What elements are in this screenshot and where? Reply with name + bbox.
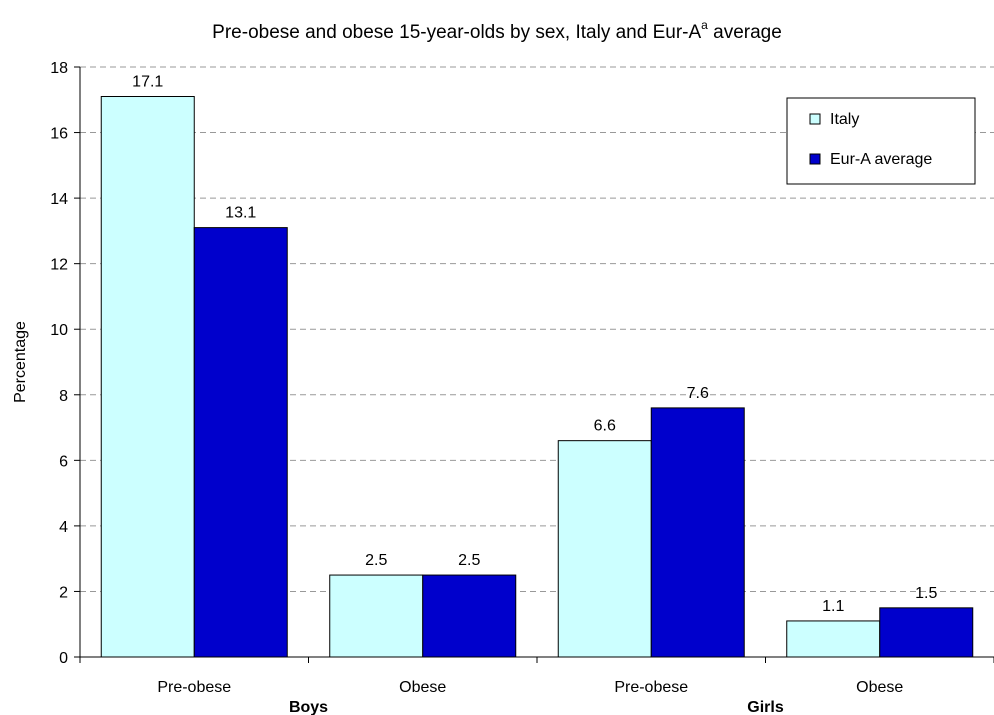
bar-eur-a-average-2 bbox=[650, 407, 745, 658]
x-group-label: Girls bbox=[747, 699, 784, 715]
y-tick-label: 8 bbox=[59, 388, 68, 405]
y-tick-label: 4 bbox=[59, 519, 68, 536]
legend-label: Eur-A average bbox=[830, 151, 932, 168]
legend-swatch bbox=[809, 113, 821, 125]
x-category-label: Pre-obese bbox=[614, 679, 688, 696]
bar-italy-2 bbox=[557, 440, 652, 658]
y-axis-title: Percentage bbox=[12, 321, 29, 403]
y-tick-label: 10 bbox=[50, 322, 68, 339]
y-tick-label: 6 bbox=[59, 453, 68, 470]
chart-title-superscript: a bbox=[701, 18, 708, 32]
data-label: 13.1 bbox=[225, 205, 256, 222]
chart-title-main: Pre-obese and obese 15-year-olds by sex,… bbox=[212, 22, 701, 43]
data-label: 2.5 bbox=[458, 552, 480, 569]
x-category-label: Obese bbox=[399, 679, 446, 696]
bars bbox=[100, 96, 974, 658]
data-label: 6.6 bbox=[594, 418, 616, 435]
legend-box bbox=[786, 97, 976, 185]
legend-swatch bbox=[809, 153, 821, 165]
data-label: 7.6 bbox=[687, 385, 709, 402]
bar-eur-a-average-3 bbox=[879, 607, 974, 658]
x-category-label: Pre-obese bbox=[157, 679, 231, 696]
bar-eur-a-average-1 bbox=[422, 574, 517, 658]
y-tick-label: 12 bbox=[50, 257, 68, 274]
data-label: 1.5 bbox=[915, 585, 937, 602]
y-tick-label: 2 bbox=[59, 584, 68, 601]
data-label: 17.1 bbox=[132, 74, 163, 91]
axes: 0 2 4 6 8 10 12 14 16 18 Pre-obese Obese Pre-obese Ob… bbox=[50, 60, 994, 715]
data-label: 1.1 bbox=[822, 598, 844, 615]
data-labels: 17.1 13.1 2.5 2.5 6.6 7.6 1.1 1.5 bbox=[132, 74, 937, 615]
chart-title-suffix: average bbox=[708, 22, 782, 43]
data-label: 2.5 bbox=[365, 552, 387, 569]
y-tick-label: 16 bbox=[50, 126, 68, 143]
x-group-label: Boys bbox=[289, 699, 328, 715]
bar-italy-3 bbox=[786, 620, 881, 658]
y-tick-label: 18 bbox=[50, 60, 68, 77]
bar-italy-1 bbox=[329, 574, 424, 658]
legend: Italy Eur-A average bbox=[786, 97, 976, 185]
chart-title: Pre-obese and obese 15-year-olds by sex,… bbox=[212, 18, 782, 43]
bar-eur-a-average-0 bbox=[193, 227, 288, 658]
x-category-label: Obese bbox=[856, 679, 903, 696]
y-tick-label: 14 bbox=[50, 191, 68, 208]
y-tick-label: 0 bbox=[59, 650, 68, 667]
bar-italy-0 bbox=[100, 96, 195, 658]
legend-label: Italy bbox=[830, 111, 859, 128]
